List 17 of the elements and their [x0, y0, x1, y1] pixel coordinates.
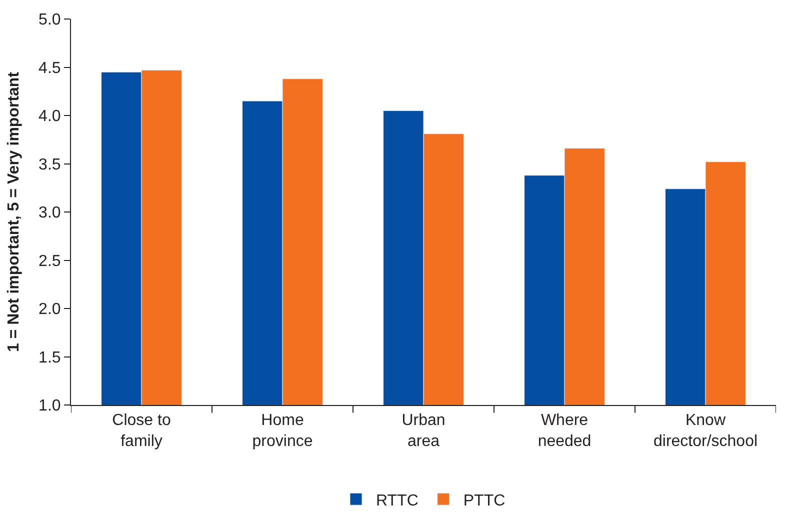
y-tick-label: 5.0	[38, 12, 61, 29]
y-tick-label: 4.0	[38, 108, 61, 126]
x-tick-label: Urban area	[402, 412, 446, 450]
y-tick-label: 2.0	[38, 301, 61, 318]
y-tick-label: 3.0	[38, 204, 61, 222]
x-tick-label: Home province	[252, 412, 313, 450]
y-tick-label: 1.5	[38, 349, 61, 366]
x-tick-label: Know director/school	[653, 412, 758, 450]
y-tick-label: 2.5	[38, 252, 61, 270]
legend-label: PTTC	[463, 492, 506, 510]
y-tick-label: 4.5	[38, 60, 61, 77]
y-tick-label: 3.5	[38, 156, 61, 174]
y-tick-label: 1.0	[38, 398, 61, 415]
legend-label: RTTC	[376, 492, 418, 510]
x-tick-label: Where needed	[538, 412, 592, 450]
x-tick-label: Close to family	[112, 412, 171, 450]
y-axis-title: 1 = Not important, 5 = Very important	[5, 71, 22, 352]
